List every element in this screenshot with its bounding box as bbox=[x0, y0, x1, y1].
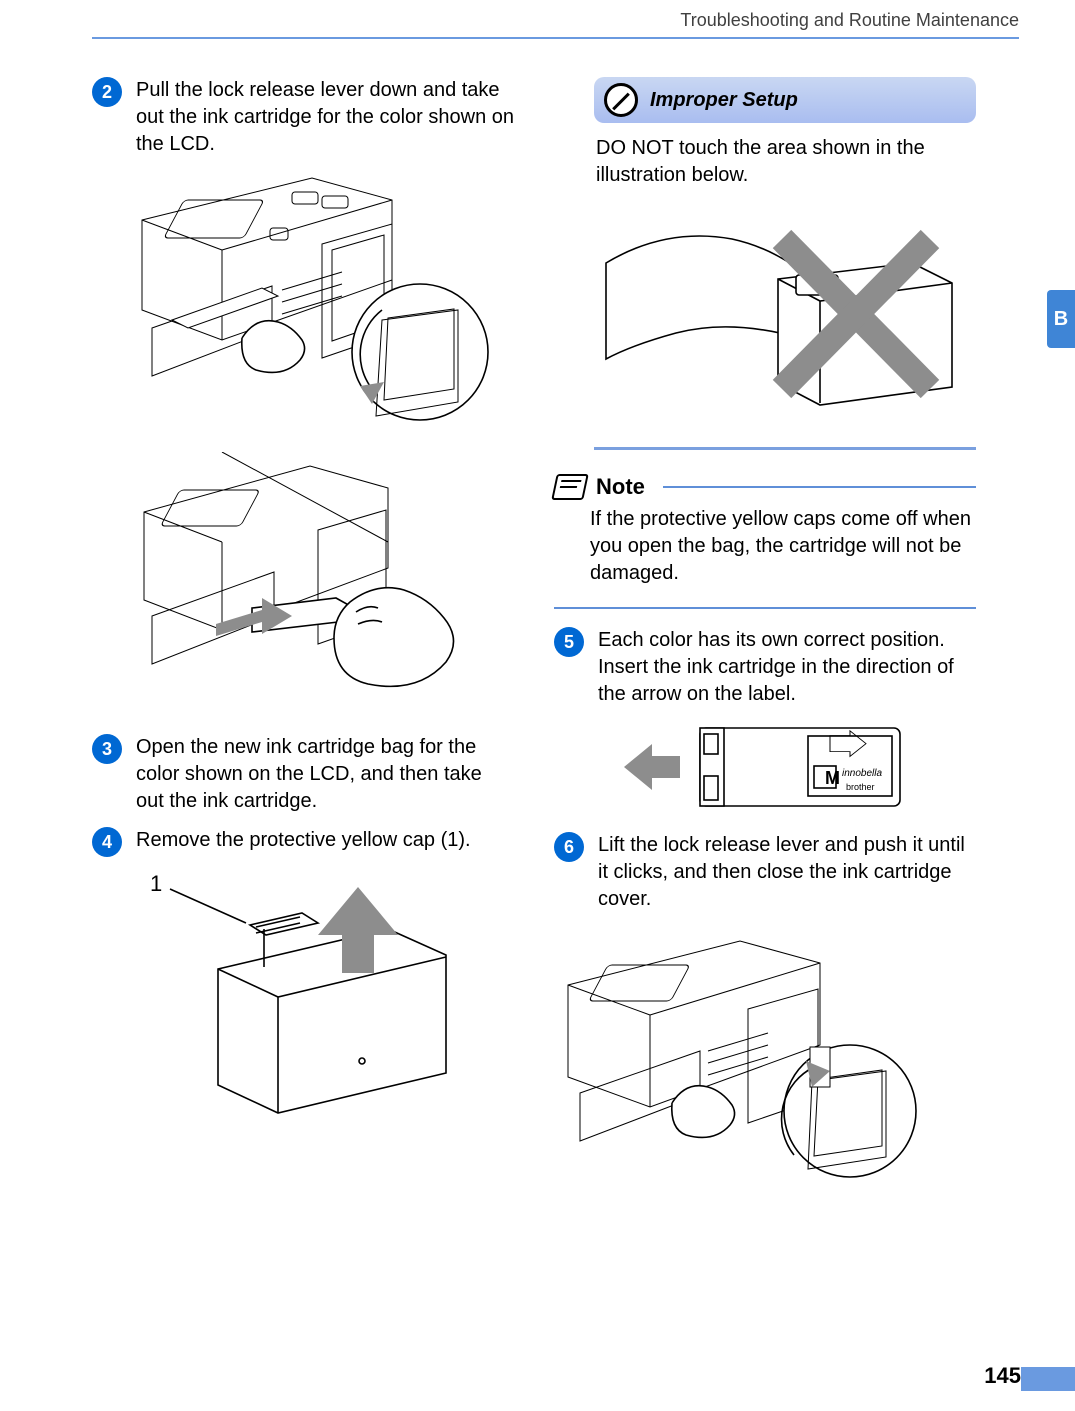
step-bullet-6: 6 bbox=[554, 832, 584, 862]
note-block: Note If the protective yellow caps come … bbox=[554, 474, 976, 609]
step-bullet-5: 5 bbox=[554, 627, 584, 657]
improper-setup-box: Improper Setup DO NOT touch the area sho… bbox=[594, 77, 976, 450]
step-4-text: Remove the protective yellow cap (1). bbox=[136, 827, 471, 857]
cartridge-insert-row: M innobella brother bbox=[554, 722, 976, 812]
callout-1: 1 bbox=[150, 871, 162, 897]
step-3: 3 Open the new ink cartridge bag for the… bbox=[92, 734, 514, 815]
right-column: Improper Setup DO NOT touch the area sho… bbox=[554, 77, 976, 1207]
note-title: Note bbox=[596, 474, 645, 500]
left-column: 2 Pull the lock release lever down and t… bbox=[92, 77, 514, 1207]
step-5: 5 Each color has its own correct positio… bbox=[554, 627, 976, 708]
step-6-text: Lift the lock release lever and push it … bbox=[598, 832, 976, 913]
note-rule-bottom bbox=[554, 607, 976, 609]
step-bullet-3: 3 bbox=[92, 734, 122, 764]
header-rule bbox=[92, 37, 1019, 39]
cartridge-top-view: M innobella brother bbox=[696, 722, 906, 812]
section-tab-b: B bbox=[1047, 290, 1075, 348]
figure-take-out bbox=[132, 452, 502, 712]
improper-setup-header: Improper Setup bbox=[594, 77, 976, 123]
step-5-text: Each color has its own correct position.… bbox=[598, 627, 976, 708]
prohibit-icon bbox=[604, 83, 638, 117]
cartridge-brand2: brother bbox=[846, 782, 875, 792]
improper-setup-body: DO NOT touch the area shown in the illus… bbox=[594, 123, 976, 193]
step-bullet-4: 4 bbox=[92, 827, 122, 857]
note-rule-top bbox=[663, 486, 976, 488]
left-arrow-icon bbox=[624, 744, 680, 790]
step-bullet-2: 2 bbox=[92, 77, 122, 107]
step-2-text: Pull the lock release lever down and tak… bbox=[136, 77, 514, 158]
figure-lever-down bbox=[132, 170, 502, 430]
step-2: 2 Pull the lock release lever down and t… bbox=[92, 77, 514, 158]
page-number: 145 bbox=[984, 1363, 1021, 1389]
step-4: 4 Remove the protective yellow cap (1). bbox=[92, 827, 514, 857]
note-icon bbox=[551, 474, 589, 500]
improper-setup-rule bbox=[594, 447, 976, 450]
note-body: If the protective yellow caps come off w… bbox=[590, 506, 976, 587]
cartridge-letter: M bbox=[825, 768, 840, 788]
figure-do-not-touch bbox=[604, 199, 974, 429]
figure-lever-up bbox=[558, 925, 928, 1185]
two-column-content: 2 Pull the lock release lever down and t… bbox=[0, 53, 1075, 1207]
page-number-bar bbox=[1021, 1367, 1075, 1391]
improper-setup-title: Improper Setup bbox=[650, 89, 798, 112]
figure-remove-cap: 1 bbox=[164, 869, 484, 1121]
running-head: Troubleshooting and Routine Maintenance bbox=[0, 10, 1019, 31]
note-head: Note bbox=[554, 474, 976, 500]
step-6: 6 Lift the lock release lever and push i… bbox=[554, 832, 976, 913]
cartridge-brand1: innobella bbox=[842, 768, 882, 779]
step-3-text: Open the new ink cartridge bag for the c… bbox=[136, 734, 514, 815]
